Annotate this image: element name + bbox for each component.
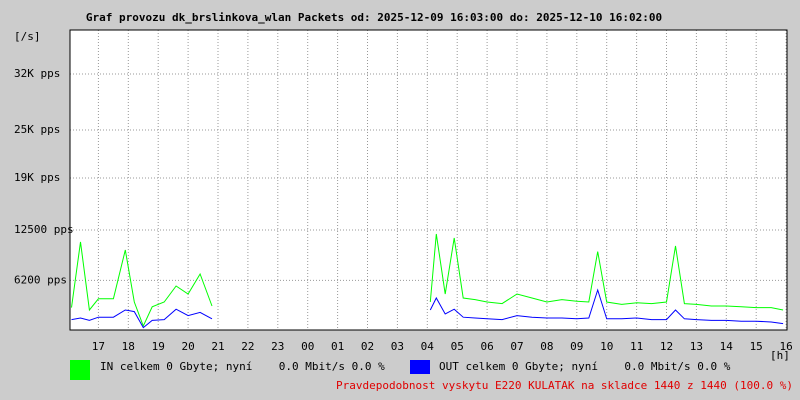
- x-tick-label: 20: [181, 340, 194, 353]
- x-tick-label: 23: [271, 340, 284, 353]
- x-tick-label: 16: [779, 340, 792, 353]
- x-tick-label: 17: [92, 340, 105, 353]
- x-tick-label: 06: [480, 340, 493, 353]
- x-tick-label: 14: [720, 340, 734, 353]
- series-line: [71, 288, 784, 329]
- y-axis-label: [/s]: [14, 30, 41, 43]
- legend-entry: OUT celkem 0 Gbyte; nyní 0.0 Mbit/s 0.0 …: [439, 360, 731, 373]
- x-tick-label: 07: [510, 340, 523, 353]
- y-tick-label: 25K pps: [14, 123, 60, 136]
- x-tick-label: 09: [570, 340, 583, 353]
- y-tick-label: 32K pps: [14, 67, 60, 80]
- x-tick-label: 08: [540, 340, 553, 353]
- legend-swatch: [70, 360, 90, 380]
- x-tick-label: 00: [301, 340, 314, 353]
- note: Pravdepodobnost vyskytu E220 KULATAK na …: [336, 379, 793, 392]
- x-tick-label: 21: [211, 340, 224, 353]
- chart-title: Graf provozu dk_brslinkova_wlan Packets …: [86, 11, 662, 24]
- x-tick-label: 11: [630, 340, 643, 353]
- y-tick-label: 6200 pps: [14, 273, 67, 286]
- legend-entry: IN celkem 0 Gbyte; nyní 0.0 Mbit/s 0.0 %: [100, 360, 385, 373]
- x-tick-label: 10: [600, 340, 613, 353]
- x-tick-label: 05: [451, 340, 464, 353]
- legend-swatch: [410, 360, 430, 374]
- x-tick-label: 03: [391, 340, 404, 353]
- x-tick-label: 02: [361, 340, 374, 353]
- y-tick-label: 19K pps: [14, 171, 60, 184]
- x-tick-label: 15: [750, 340, 763, 353]
- series-line: [71, 233, 784, 328]
- y-tick-label: 12500 pps: [14, 223, 74, 236]
- x-axis-label: [h]: [770, 349, 790, 362]
- x-tick-label: 13: [690, 340, 703, 353]
- plot-frame: [69, 29, 788, 331]
- x-tick-label: 04: [421, 340, 435, 353]
- x-tick-label: 01: [331, 340, 344, 353]
- x-tick-label: 22: [241, 340, 254, 353]
- x-tick-label: 12: [660, 340, 673, 353]
- x-tick-label: 18: [122, 340, 135, 353]
- plot-area: [70, 30, 787, 330]
- x-tick-label: 19: [152, 340, 165, 353]
